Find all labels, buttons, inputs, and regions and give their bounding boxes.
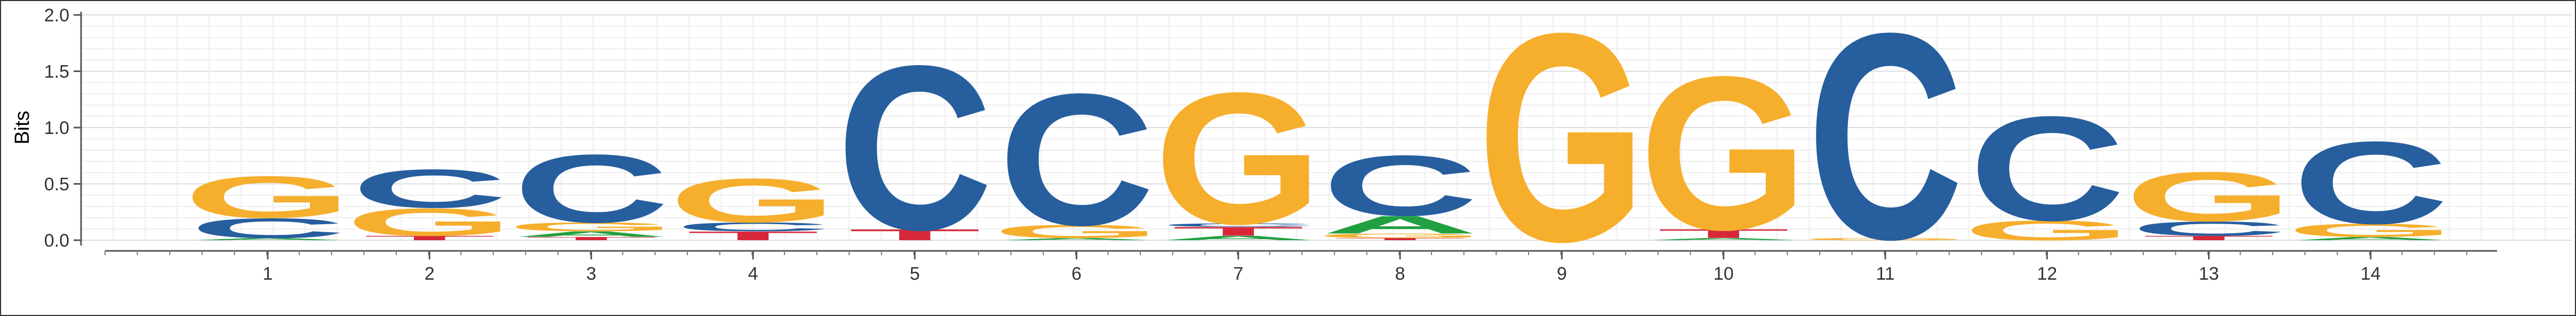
glyph-T: T [1658,227,1790,241]
glyph-A: A [513,230,669,238]
glyph-G: G [1639,31,1807,276]
y-tick-label: 2.0 [44,5,69,26]
glyph-G: G [1154,54,1322,264]
y-axis-title: Bits [11,110,34,144]
x-tick-label: 14 [2361,264,2381,284]
glyph-T: T [687,229,819,243]
position-stack: AGC [993,55,1161,265]
y-tick-label: 0.0 [44,231,69,251]
y-tick-label: 1.0 [44,118,69,138]
y-tick-label: 1.5 [44,62,69,82]
glyph-C: C [1322,138,1478,234]
glyph-G: G [183,164,351,230]
x-tick-label: 12 [2037,264,2057,284]
position-stack: AGC [2286,117,2454,248]
x-tick-label: 11 [1876,264,1894,284]
glyph-G: G [1963,215,2131,246]
x-tick-label: 9 [1557,264,1567,284]
glyph-C: C [837,17,993,279]
glyph-G: G [669,166,837,236]
glyph-A: A [190,238,346,241]
position-stack: TCG [2125,157,2293,242]
x-tick-label: 2 [425,264,435,284]
glyph-G: G [2125,157,2293,236]
x-tick-label: 10 [1714,264,1734,284]
x-tick-label: 5 [910,264,920,284]
glyph-T: T [2143,234,2275,241]
glyph-C: C [2131,217,2287,240]
position-stack: TGC [346,158,514,244]
glyph-A: A [998,238,1155,241]
position-stack: GC [1963,85,2131,251]
glyph-T: T [1172,224,1305,238]
grid [81,14,2572,241]
glyph-G: G [993,221,1161,242]
x-tick-label: 6 [1071,264,1082,284]
glyph-C: C [1160,223,1316,228]
glyph-A: A [2292,236,2449,241]
glyph-C: C [351,158,508,219]
glyph-C: C [513,135,669,243]
position-stack: TC [837,17,993,279]
x-tick-label: 7 [1233,264,1243,284]
position-stack: TCG [669,166,837,243]
x-tick-label: 1 [263,264,273,284]
x-tick-label: 8 [1395,264,1405,284]
glyph-A: A [1160,234,1316,241]
glyph-T: T [363,234,495,241]
x-tick-label: 3 [586,264,596,284]
glyph-G: G [507,220,675,234]
y-tick-label: 0.5 [44,175,69,195]
glyph-A: A [1645,238,1802,241]
glyph-G: G [346,200,514,244]
glyph-G: G [1801,238,1969,241]
glyph-T: T [525,236,658,241]
glyph-C: C [190,212,346,244]
glyph-C: C [2292,117,2449,248]
glyph-G: G [2286,220,2454,241]
glyph-T: T [1334,238,1466,241]
glyph-A: A [1322,211,1478,239]
x-tick-label: 13 [2199,264,2219,284]
x-tick-label: 4 [748,264,758,284]
position-stack: ACG [183,164,351,244]
glyph-C: C [1969,85,2125,251]
glyph-C: C [998,55,1155,265]
position-stack: ATG [1639,31,1807,276]
glyph-G: G [1316,232,1484,239]
glyph-C: C [675,220,831,234]
glyph-T: T [849,226,981,243]
axes: 0.00.51.01.52.01 2 3 4 5 6 7 8 9 10 11 12 13 14 [44,5,2497,284]
